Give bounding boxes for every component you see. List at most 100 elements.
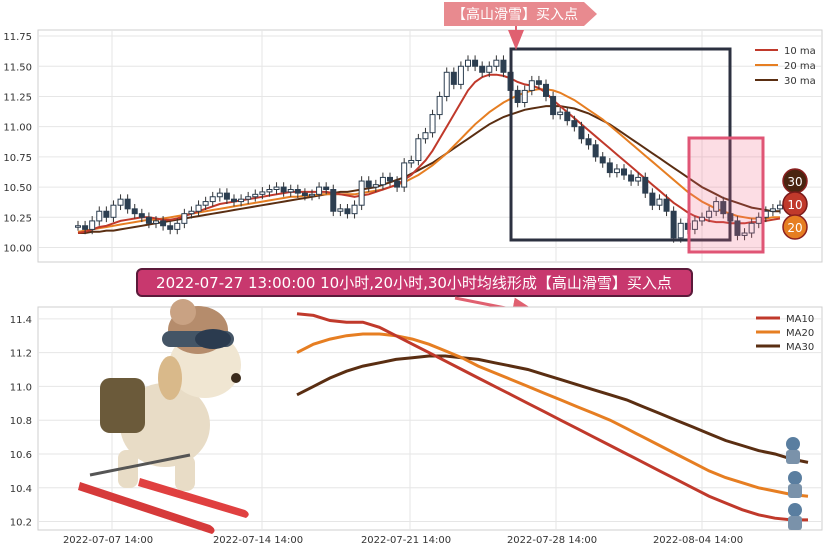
- candle-body: [82, 225, 89, 230]
- candle-body: [450, 71, 457, 85]
- candle-body: [259, 191, 266, 195]
- bottom-x-tick-labels: 2022-07-07 14:00 2022-07-14 14:00 2022-07-…: [63, 535, 743, 546]
- candle-body: [436, 95, 443, 116]
- bottom-x-tick-label: 2022-07-28 14:00: [507, 535, 597, 546]
- bottom-legend: MA10 MA20 MA30: [756, 314, 814, 353]
- top-y-tick-labels: 10.00 10.25 10.50 10.75 11.00 11.25 11.50 11.75: [3, 32, 32, 254]
- top-y-tick-label: 10.25: [3, 213, 32, 224]
- candle-body: [599, 156, 606, 164]
- ma-badge-20: [782, 214, 808, 240]
- top-y-tick-label: 11.25: [3, 92, 32, 103]
- candle-body: [245, 196, 252, 200]
- candle-body: [131, 208, 138, 215]
- candle-body: [514, 89, 521, 103]
- top-ma-line-ma30: [78, 105, 780, 234]
- bottom-y-tick-label: 10.4: [10, 484, 32, 495]
- candle-body: [110, 204, 117, 218]
- legend-item-MA20: MA20: [756, 328, 814, 339]
- candle-body: [252, 193, 259, 198]
- candle-body: [720, 201, 727, 215]
- candle-body: [323, 186, 330, 190]
- bottom-y-tick-labels: 10.2 10.4 10.6 10.8 11.0 11.2 11.4: [10, 315, 32, 529]
- candle-body: [372, 184, 379, 188]
- candle-body: [223, 192, 230, 200]
- candle-body: [216, 192, 223, 198]
- candle-body: [486, 65, 493, 73]
- signal-highlight-box: [509, 47, 732, 242]
- candle-body: [656, 198, 663, 206]
- bottom-series-line-MA30: [296, 354, 809, 464]
- candle-body: [543, 83, 549, 97]
- dog-nose: [231, 373, 241, 383]
- candle-body: [188, 210, 195, 215]
- top-y-tick-label: 10.75: [3, 153, 32, 164]
- candle-body: [649, 192, 656, 206]
- candle-body: [394, 180, 401, 188]
- ma-badge-30-label: 30: [787, 175, 802, 189]
- candle-body: [429, 114, 436, 134]
- candle-body: [713, 201, 720, 212]
- ma-badge-20-label: 20: [787, 221, 802, 235]
- banner-arrow-shape: [444, 2, 597, 26]
- dog-backpack: [100, 378, 145, 433]
- candle-body: [202, 201, 209, 206]
- candlestick-series: [75, 55, 783, 243]
- candle-body: [195, 204, 202, 212]
- candle-body: [777, 204, 783, 210]
- banner-top-text: 【高山滑雪】买入点: [452, 6, 578, 23]
- bottom-y-tick-label: 11.4: [10, 315, 32, 326]
- candle-body: [699, 216, 705, 222]
- candle-body: [153, 220, 159, 224]
- bottom-x-tick-label: 2022-08-04 14:00: [653, 535, 743, 546]
- top-legend: 10 ma 20 ma 30 ma: [755, 46, 816, 87]
- candle-body: [358, 180, 365, 206]
- legend-label-30ma: 30 ma: [784, 76, 816, 87]
- candle-body: [741, 232, 748, 236]
- candle-body: [606, 162, 613, 174]
- candle-body: [585, 138, 592, 146]
- candle-body: [465, 59, 471, 67]
- top-y-tick-label: 11.00: [3, 123, 32, 134]
- ma-badges: 30 10 20: [782, 168, 808, 240]
- top-y-tick-label: 11.50: [3, 62, 32, 73]
- bottom-x-tick-label: 2022-07-07 14:00: [63, 535, 153, 546]
- ski-right: [138, 478, 249, 518]
- candle-body: [209, 196, 216, 203]
- banner-top: 【高山滑雪】买入点: [444, 2, 597, 26]
- skiing-dog-illustration: [78, 299, 249, 534]
- candle-body: [89, 220, 96, 230]
- buy-zone-highlight: [687, 136, 765, 254]
- bottom-x-tick-label: 2022-07-21 14:00: [361, 535, 451, 546]
- goggle-lens: [195, 329, 231, 349]
- legend-label-10ma: 10 ma: [784, 46, 816, 57]
- candle-body: [387, 176, 393, 182]
- candle-body: [266, 189, 273, 193]
- top-y-tick-label: 11.75: [3, 32, 32, 43]
- candle-body: [273, 186, 280, 190]
- title-banner: 2022-07-27 13:00:00 10小时,20小时,30小时均线形成【高…: [136, 268, 693, 297]
- candle-body: [635, 176, 642, 182]
- candle-body: [628, 174, 635, 182]
- top-chart: 10.00 10.25 10.50 10.75 11.00 11.25 11.50 11.75…: [3, 2, 823, 263]
- candle-body: [663, 198, 670, 212]
- top-plot-area: [37, 29, 823, 263]
- candle-body: [670, 210, 677, 239]
- ski-pole: [89, 453, 191, 477]
- candle-body: [755, 216, 762, 224]
- candle-body: [550, 95, 557, 116]
- candle-body: [528, 80, 535, 91]
- dog-leg-front: [175, 455, 195, 491]
- bottom-x-tick-label: 2022-07-14 14:00: [213, 535, 303, 546]
- candle-body: [330, 189, 337, 212]
- candle-body: [571, 120, 578, 128]
- candle-body: [351, 204, 358, 215]
- bottom-series-line-MA20: [296, 332, 809, 498]
- top-ma-line-ma10: [77, 73, 781, 234]
- top-ma-lines: [77, 73, 781, 234]
- candle-body: [748, 222, 755, 234]
- candle-body: [401, 162, 408, 188]
- candle-body: [103, 210, 110, 218]
- candle-body: [422, 132, 429, 140]
- candle-body: [734, 220, 741, 236]
- candle-body: [535, 80, 542, 85]
